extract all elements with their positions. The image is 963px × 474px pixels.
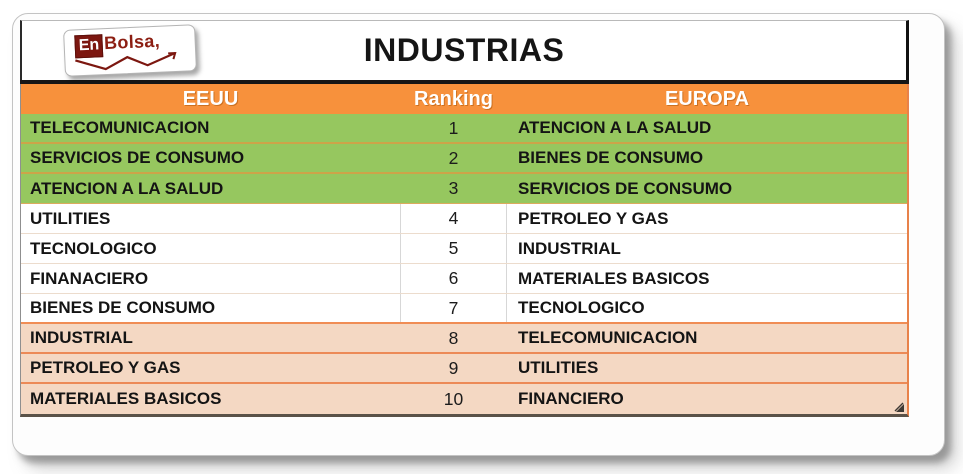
rank-cell: 9: [448, 357, 459, 378]
enbolsa-logo: En Bolsa,: [63, 24, 197, 77]
table-row: SERVICIOS DE CONSUMO 2 BIENES DE CONSUMO: [21, 144, 907, 174]
eeuu-cell: ATENCION A LA SALUD: [30, 178, 224, 198]
table-row: FINANACIERO 6 MATERIALES BASICOS: [21, 264, 907, 294]
eeuu-cell: PETROLEO Y GAS: [30, 358, 181, 377]
page-title: INDUSTRIAS: [363, 32, 565, 68]
column-header-eeuu: EEUU: [182, 87, 239, 110]
column-header-europa: EUROPA: [664, 87, 750, 110]
rank-cell: 7: [400, 294, 507, 322]
rank-cell: 8: [448, 327, 459, 348]
europa-cell: SERVICIOS DE CONSUMO: [518, 178, 733, 198]
eeuu-cell: FINANACIERO: [30, 268, 149, 288]
table-data-area: EEUU Ranking EUROPA TELECOMUNICACION 1 A…: [20, 84, 909, 417]
rank-cell: 4: [400, 204, 507, 233]
eeuu-cell: UTILITIES: [30, 208, 111, 228]
rank-cell: 3: [448, 178, 459, 198]
eeuu-cell: BIENES DE CONSUMO: [30, 298, 216, 317]
eeuu-cell: TECNOLOGICO: [30, 238, 157, 258]
europa-cell: FINANCIERO: [518, 389, 624, 408]
europa-cell: PETROLEO Y GAS: [518, 208, 669, 228]
column-header-ranking: Ranking: [414, 87, 493, 110]
table-row: UTILITIES 4 PETROLEO Y GAS: [21, 204, 907, 234]
rank-cell: 5: [400, 234, 507, 263]
rank-cell: 6: [400, 264, 507, 293]
europa-cell: ATENCION A LA SALUD: [518, 118, 712, 137]
eeuu-cell: MATERIALES BASICOS: [30, 389, 222, 408]
table-title-row: En Bolsa, INDUSTRIAS: [20, 20, 909, 80]
rank-cell: 10: [443, 388, 464, 409]
title-divider: [20, 80, 909, 84]
stock-line-icon: [75, 51, 177, 71]
table-row: TELECOMUNICACION 1 ATENCION A LA SALUD: [21, 114, 907, 144]
table-row: ATENCION A LA SALUD 3 SERVICIOS DE CONSU…: [21, 174, 907, 204]
europa-cell: INDUSTRIAL: [518, 238, 621, 258]
table-header-row: EEUU Ranking EUROPA: [21, 84, 907, 114]
table-row: TECNOLOGICO 5 INDUSTRIAL: [21, 234, 907, 264]
europa-cell: TECNOLOGICO: [518, 298, 645, 317]
eeuu-cell: INDUSTRIAL: [30, 328, 133, 347]
table-row: BIENES DE CONSUMO 7 TECNOLOGICO: [21, 294, 907, 324]
table-row: INDUSTRIAL 8 TELECOMUNICACION: [21, 324, 907, 354]
europa-cell: TELECOMUNICACION: [518, 328, 698, 347]
rank-cell: 1: [448, 117, 459, 138]
eeuu-cell: TELECOMUNICACION: [30, 118, 210, 137]
eeuu-cell: SERVICIOS DE CONSUMO: [30, 148, 245, 167]
industries-table: En Bolsa, INDUSTRIAS EEUU Ranking EUROPA…: [20, 20, 909, 417]
table-row: MATERIALES BASICOS 10 FINANCIERO: [21, 384, 907, 414]
table-card: En Bolsa, INDUSTRIAS EEUU Ranking EUROPA…: [12, 13, 945, 456]
europa-cell: UTILITIES: [518, 358, 599, 377]
table-row: PETROLEO Y GAS 9 UTILITIES: [21, 354, 907, 384]
resize-handle-icon[interactable]: [894, 402, 904, 412]
rank-cell: 2: [448, 147, 459, 168]
europa-cell: MATERIALES BASICOS: [518, 268, 710, 288]
europa-cell: BIENES DE CONSUMO: [518, 148, 704, 167]
